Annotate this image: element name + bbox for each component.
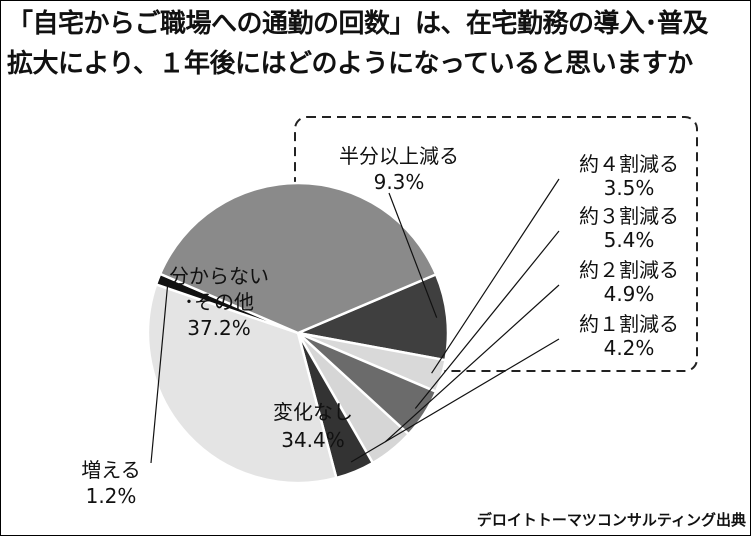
- pie-slice-8: [158, 181, 438, 335]
- slice-value-6: 34.4%: [281, 428, 345, 452]
- pie-slice-6: [146, 282, 338, 485]
- slice-label-8-line-1: 分からない: [169, 264, 269, 288]
- slice-label-8-line-2: ･その他: [184, 290, 254, 314]
- slice-value-8: 37.2%: [187, 316, 251, 340]
- slice-value-2: 3.5%: [604, 176, 655, 200]
- slice-value-1: 9.3%: [374, 170, 425, 194]
- leader-line-5: [350, 338, 560, 463]
- leader-line-3: [414, 230, 560, 409]
- slice-label-1: 半分以上減る: [339, 144, 459, 168]
- slice-value-3: 5.4%: [604, 228, 655, 252]
- slice-label-3: 約３割減る: [579, 204, 679, 228]
- slice-value-5: 4.2%: [604, 336, 655, 360]
- leader-line-4: [384, 284, 560, 443]
- leader-line-2: [431, 178, 560, 374]
- title-line-2: 拡大により、１年後にはどのようになっていると思いますか: [7, 49, 693, 79]
- slice-label-4: 約２割減る: [579, 258, 679, 282]
- source-credit: デロイトトーマツコンサルティング出典: [476, 511, 746, 529]
- slice-label-5: 約１割減る: [579, 312, 679, 336]
- slice-label-2: 約４割減る: [579, 152, 679, 176]
- leader-line-7: [150, 282, 169, 464]
- slice-label-6: 変化なし: [273, 400, 353, 424]
- leader-line-1: [388, 192, 438, 318]
- slice-label-7: 増える: [81, 458, 140, 482]
- slice-value-7: 1.2%: [86, 484, 137, 508]
- title-line-1: 「自宅からご職場への通勤の回数」は、在宅勤務の導入･普及: [7, 9, 709, 39]
- slice-value-4: 4.9%: [604, 282, 655, 306]
